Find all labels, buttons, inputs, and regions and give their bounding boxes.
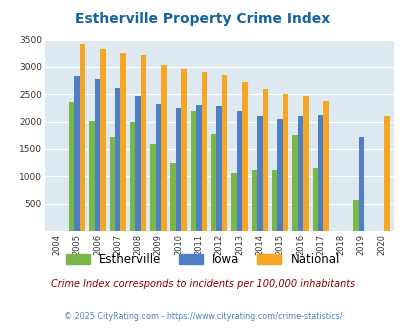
Bar bbox=[130, 122, 135, 231]
Bar bbox=[216, 106, 222, 231]
Text: © 2025 CityRating.com - https://www.cityrating.com/crime-statistics/: © 2025 CityRating.com - https://www.city… bbox=[64, 312, 341, 321]
Bar bbox=[292, 135, 297, 231]
Bar bbox=[175, 108, 181, 231]
Bar bbox=[251, 170, 256, 231]
Bar bbox=[384, 115, 389, 231]
Bar bbox=[312, 168, 317, 231]
Bar bbox=[100, 49, 105, 231]
Bar bbox=[262, 89, 267, 231]
Bar bbox=[94, 79, 100, 231]
Bar bbox=[231, 173, 236, 231]
Bar bbox=[120, 53, 126, 231]
Bar bbox=[242, 82, 247, 231]
Bar bbox=[271, 170, 277, 231]
Bar bbox=[115, 88, 120, 231]
Bar bbox=[256, 116, 262, 231]
Bar bbox=[352, 200, 358, 231]
Bar bbox=[196, 105, 201, 231]
Bar bbox=[161, 65, 166, 231]
Bar bbox=[155, 104, 161, 231]
Bar bbox=[89, 121, 94, 231]
Text: Crime Index corresponds to incidents per 100,000 inhabitants: Crime Index corresponds to incidents per… bbox=[51, 279, 354, 289]
Bar bbox=[201, 72, 207, 231]
Bar bbox=[135, 96, 141, 231]
Bar bbox=[211, 134, 216, 231]
Bar bbox=[358, 137, 363, 231]
Bar bbox=[303, 96, 308, 231]
Bar bbox=[181, 69, 186, 231]
Bar bbox=[109, 137, 115, 231]
Bar bbox=[236, 111, 242, 231]
Bar bbox=[80, 44, 85, 231]
Legend: Estherville, Iowa, National: Estherville, Iowa, National bbox=[61, 248, 344, 271]
Bar bbox=[150, 144, 155, 231]
Bar bbox=[74, 76, 80, 231]
Bar bbox=[282, 94, 288, 231]
Bar bbox=[69, 103, 74, 231]
Bar bbox=[190, 111, 196, 231]
Bar bbox=[317, 115, 323, 231]
Text: Estherville Property Crime Index: Estherville Property Crime Index bbox=[75, 12, 330, 25]
Bar bbox=[297, 116, 303, 231]
Bar bbox=[141, 55, 146, 231]
Bar bbox=[170, 163, 175, 231]
Bar bbox=[222, 75, 227, 231]
Bar bbox=[323, 101, 328, 231]
Bar bbox=[277, 119, 282, 231]
